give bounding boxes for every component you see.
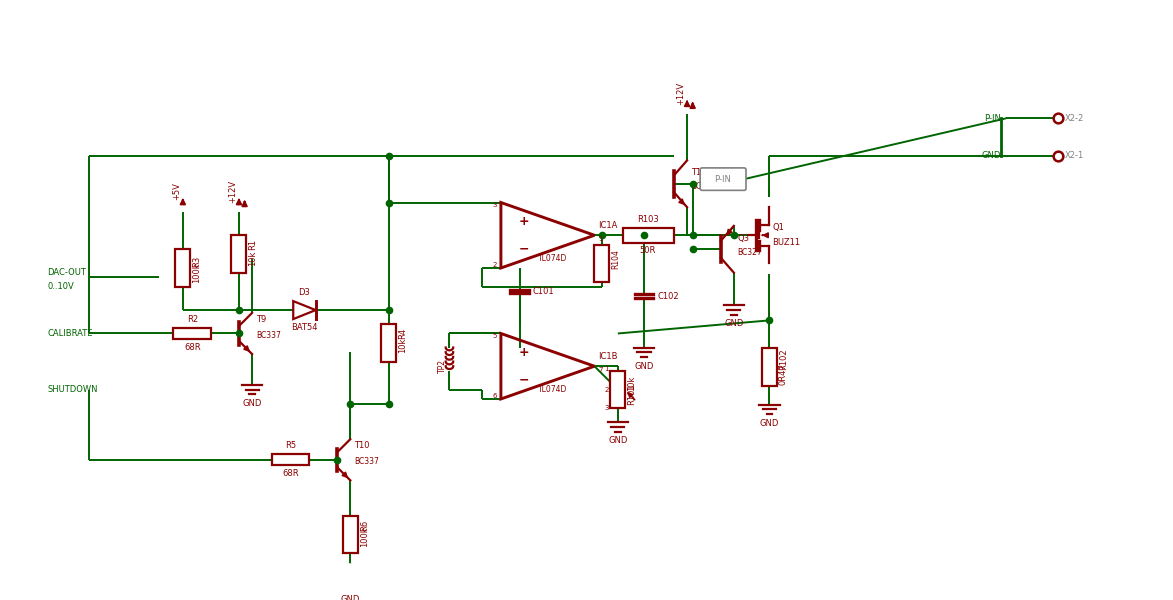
Text: 7: 7 xyxy=(598,367,603,373)
Text: TP2: TP2 xyxy=(438,359,447,373)
Bar xyxy=(272,454,310,466)
Text: T1: T1 xyxy=(691,168,701,177)
Text: 5: 5 xyxy=(493,333,497,339)
Text: R104: R104 xyxy=(611,249,621,269)
Text: GND: GND xyxy=(724,319,744,328)
Text: D3: D3 xyxy=(298,289,311,298)
Bar xyxy=(623,228,674,243)
Text: 100k: 100k xyxy=(192,262,202,283)
Text: 50R: 50R xyxy=(639,247,656,256)
Bar xyxy=(343,516,358,553)
Bar xyxy=(595,245,610,282)
Text: IC1A: IC1A xyxy=(598,221,617,230)
Text: BC327: BC327 xyxy=(738,248,762,257)
Text: C102: C102 xyxy=(657,292,679,301)
Text: +5V: +5V xyxy=(172,182,181,200)
Text: TL074D: TL074D xyxy=(537,254,567,263)
Text: Q1: Q1 xyxy=(772,223,784,232)
Text: R103: R103 xyxy=(637,215,659,224)
Text: 10k: 10k xyxy=(249,251,257,266)
Text: T10: T10 xyxy=(354,441,369,450)
Text: 10k: 10k xyxy=(398,338,407,353)
Text: 1: 1 xyxy=(604,366,609,372)
Bar xyxy=(610,371,625,409)
Text: 1: 1 xyxy=(598,236,603,242)
Text: X2-1: X2-1 xyxy=(1065,151,1084,160)
FancyBboxPatch shape xyxy=(700,168,746,190)
Text: −: − xyxy=(518,243,529,256)
Text: +12V: +12V xyxy=(228,180,237,203)
Text: −: − xyxy=(518,374,529,387)
Bar xyxy=(231,235,246,272)
Text: R101: R101 xyxy=(628,383,636,405)
Text: 2: 2 xyxy=(604,386,609,392)
Text: +: + xyxy=(518,215,529,228)
Text: 6: 6 xyxy=(493,393,497,399)
Text: 10k: 10k xyxy=(628,376,636,391)
Text: 0..10V: 0..10V xyxy=(47,282,74,291)
Text: 68R: 68R xyxy=(283,469,299,478)
Bar xyxy=(381,324,396,362)
Text: R1: R1 xyxy=(249,239,257,250)
Bar xyxy=(762,349,777,386)
Text: P-IN: P-IN xyxy=(714,175,731,184)
Text: 68R: 68R xyxy=(184,343,201,352)
Text: DAC-OUT: DAC-OUT xyxy=(47,268,86,277)
Text: R2: R2 xyxy=(187,315,198,324)
Text: GND: GND xyxy=(982,151,1002,160)
Text: CALIBRATE: CALIBRATE xyxy=(47,329,93,338)
Text: 3: 3 xyxy=(604,406,609,412)
Text: +12V: +12V xyxy=(676,82,685,104)
Text: 0R47: 0R47 xyxy=(779,363,788,385)
Text: GND: GND xyxy=(608,436,628,445)
Text: Q3: Q3 xyxy=(738,233,750,242)
Text: BC337: BC337 xyxy=(354,457,379,466)
Text: GND: GND xyxy=(340,595,360,600)
Bar xyxy=(174,328,211,339)
Text: BAT54: BAT54 xyxy=(291,323,318,332)
Text: T9: T9 xyxy=(256,315,266,324)
Text: IC1B: IC1B xyxy=(598,352,618,361)
Text: 3: 3 xyxy=(493,202,497,208)
Text: SHUTDOWN: SHUTDOWN xyxy=(47,385,97,394)
Text: X2-2: X2-2 xyxy=(1065,114,1084,123)
Text: GND: GND xyxy=(243,399,262,408)
Text: R102: R102 xyxy=(779,349,788,370)
Text: 2: 2 xyxy=(493,262,497,268)
Bar xyxy=(176,249,190,287)
Text: R5: R5 xyxy=(285,442,296,451)
Text: BC337: BC337 xyxy=(691,182,716,191)
Text: R4: R4 xyxy=(398,328,407,339)
Text: P-IN: P-IN xyxy=(984,114,1002,123)
Text: TL074D: TL074D xyxy=(537,385,567,394)
Text: +: + xyxy=(518,346,529,359)
Text: BUZ11: BUZ11 xyxy=(772,238,800,247)
Text: R3: R3 xyxy=(192,256,202,267)
Text: C101: C101 xyxy=(533,287,555,296)
Text: 100k: 100k xyxy=(360,526,368,547)
Text: BC337: BC337 xyxy=(256,331,280,340)
Text: GND: GND xyxy=(635,362,653,371)
Text: GND: GND xyxy=(760,419,779,428)
Text: R6: R6 xyxy=(360,520,368,531)
